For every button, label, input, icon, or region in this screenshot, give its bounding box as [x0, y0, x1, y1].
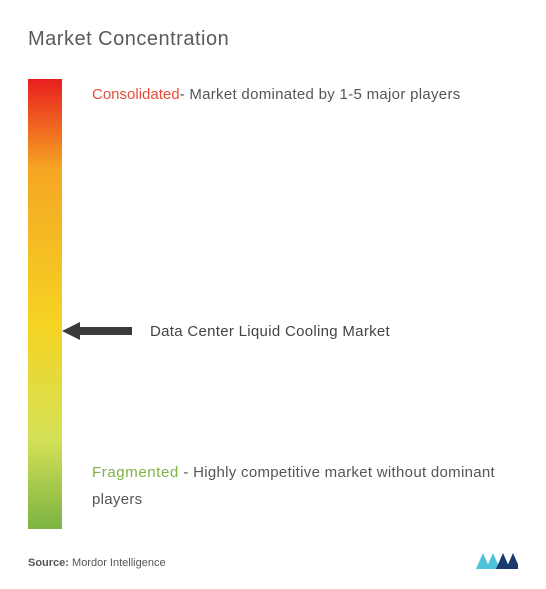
gradient-scale-bar — [28, 79, 62, 529]
source-prefix: Source: — [28, 557, 69, 569]
consolidated-desc: - Market dominated by 1-5 major players — [180, 86, 461, 103]
source-name: Mordor Intelligence — [69, 557, 166, 569]
page-title: Market Concentration — [28, 28, 518, 51]
concentration-chart: Consolidated- Market dominated by 1-5 ma… — [28, 79, 518, 529]
market-name-label: Data Center Liquid Cooling Market — [150, 323, 390, 340]
market-marker: Data Center Liquid Cooling Market — [62, 320, 390, 342]
footer: Source: Mordor Intelligence — [28, 549, 518, 569]
fragmented-label: Fragmented - Highly competitive market w… — [92, 459, 508, 513]
consolidated-heading: Consolidated — [92, 86, 180, 103]
annotations-area: Consolidated- Market dominated by 1-5 ma… — [62, 79, 518, 529]
mordor-logo-icon — [476, 549, 518, 569]
fragmented-heading: Fragmented — [92, 464, 179, 481]
source-text: Source: Mordor Intelligence — [28, 557, 166, 569]
consolidated-label: Consolidated- Market dominated by 1-5 ma… — [92, 81, 508, 108]
arrow-left-icon — [62, 320, 132, 342]
